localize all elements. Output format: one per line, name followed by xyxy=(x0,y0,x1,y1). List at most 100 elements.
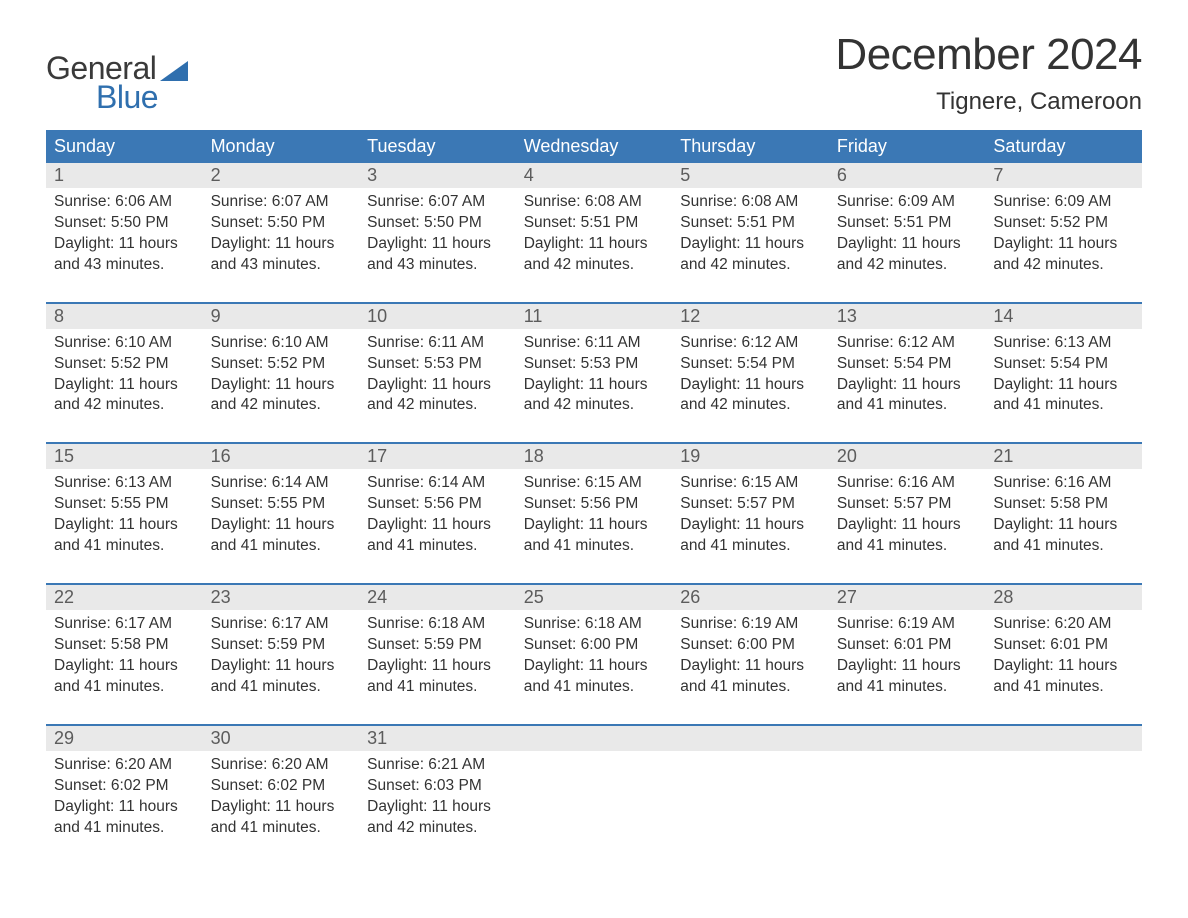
day-cell xyxy=(829,751,986,849)
sunrise-line: Sunrise: 6:10 AM xyxy=(54,333,195,354)
day-number: 4 xyxy=(516,163,673,188)
day-cell: Sunrise: 6:13 AMSunset: 5:55 PMDaylight:… xyxy=(46,469,203,567)
sunset-line: Sunset: 6:01 PM xyxy=(837,635,978,656)
daylight-line: Daylight: 11 hours and 42 minutes. xyxy=(367,375,508,417)
sunset-line: Sunset: 5:52 PM xyxy=(211,354,352,375)
sunrise-line: Sunrise: 6:14 AM xyxy=(367,473,508,494)
brand-word-2: Blue xyxy=(96,79,158,116)
sunrise-line: Sunrise: 6:18 AM xyxy=(367,614,508,635)
daylight-line: Daylight: 11 hours and 42 minutes. xyxy=(54,375,195,417)
sunrise-line: Sunrise: 6:09 AM xyxy=(837,192,978,213)
day-number: 24 xyxy=(359,585,516,610)
daylight-line: Daylight: 11 hours and 41 minutes. xyxy=(993,375,1134,417)
sunset-line: Sunset: 5:53 PM xyxy=(524,354,665,375)
day-number: 28 xyxy=(985,585,1142,610)
day-number: 11 xyxy=(516,304,673,329)
day-cell xyxy=(516,751,673,849)
calendar-week: 15161718192021Sunrise: 6:13 AMSunset: 5:… xyxy=(46,442,1142,567)
day-number: 31 xyxy=(359,726,516,751)
sunset-line: Sunset: 6:03 PM xyxy=(367,776,508,797)
day-cell: Sunrise: 6:18 AMSunset: 5:59 PMDaylight:… xyxy=(359,610,516,708)
day-cell: Sunrise: 6:12 AMSunset: 5:54 PMDaylight:… xyxy=(672,329,829,427)
sunrise-line: Sunrise: 6:19 AM xyxy=(680,614,821,635)
sunrise-line: Sunrise: 6:20 AM xyxy=(993,614,1134,635)
sunrise-line: Sunrise: 6:15 AM xyxy=(524,473,665,494)
dow-saturday: Saturday xyxy=(985,130,1142,163)
sunrise-line: Sunrise: 6:13 AM xyxy=(993,333,1134,354)
sunrise-line: Sunrise: 6:17 AM xyxy=(211,614,352,635)
day-cell: Sunrise: 6:19 AMSunset: 6:01 PMDaylight:… xyxy=(829,610,986,708)
day-cell: Sunrise: 6:14 AMSunset: 5:55 PMDaylight:… xyxy=(203,469,360,567)
month-title: December 2024 xyxy=(835,30,1142,80)
daylight-line: Daylight: 11 hours and 43 minutes. xyxy=(367,234,508,276)
sunrise-line: Sunrise: 6:19 AM xyxy=(837,614,978,635)
daylight-line: Daylight: 11 hours and 42 minutes. xyxy=(680,375,821,417)
daylight-line: Daylight: 11 hours and 41 minutes. xyxy=(54,656,195,698)
daylight-line: Daylight: 11 hours and 41 minutes. xyxy=(211,515,352,557)
sunrise-line: Sunrise: 6:12 AM xyxy=(837,333,978,354)
sunset-line: Sunset: 5:59 PM xyxy=(367,635,508,656)
location: Tignere, Cameroon xyxy=(835,88,1142,116)
daynum-row: 15161718192021 xyxy=(46,444,1142,469)
day-cell: Sunrise: 6:07 AMSunset: 5:50 PMDaylight:… xyxy=(203,188,360,286)
day-number xyxy=(829,726,986,751)
dow-friday: Friday xyxy=(829,130,986,163)
sunset-line: Sunset: 5:51 PM xyxy=(837,213,978,234)
daylight-line: Daylight: 11 hours and 42 minutes. xyxy=(837,234,978,276)
sunrise-line: Sunrise: 6:07 AM xyxy=(367,192,508,213)
sunset-line: Sunset: 5:53 PM xyxy=(367,354,508,375)
day-number: 25 xyxy=(516,585,673,610)
daynum-row: 891011121314 xyxy=(46,304,1142,329)
sunrise-line: Sunrise: 6:09 AM xyxy=(993,192,1134,213)
sunrise-line: Sunrise: 6:18 AM xyxy=(524,614,665,635)
daynum-row: 1234567 xyxy=(46,163,1142,188)
day-number xyxy=(672,726,829,751)
daynum-row: 22232425262728 xyxy=(46,585,1142,610)
sunrise-line: Sunrise: 6:06 AM xyxy=(54,192,195,213)
sunrise-line: Sunrise: 6:13 AM xyxy=(54,473,195,494)
day-number xyxy=(985,726,1142,751)
sunrise-line: Sunrise: 6:20 AM xyxy=(211,755,352,776)
day-cell: Sunrise: 6:20 AMSunset: 6:02 PMDaylight:… xyxy=(203,751,360,849)
dow-sunday: Sunday xyxy=(46,130,203,163)
daylight-line: Daylight: 11 hours and 41 minutes. xyxy=(54,797,195,839)
sunset-line: Sunset: 5:55 PM xyxy=(211,494,352,515)
day-number: 8 xyxy=(46,304,203,329)
day-cell xyxy=(985,751,1142,849)
day-cell: Sunrise: 6:16 AMSunset: 5:57 PMDaylight:… xyxy=(829,469,986,567)
daylight-line: Daylight: 11 hours and 42 minutes. xyxy=(524,375,665,417)
daylight-line: Daylight: 11 hours and 43 minutes. xyxy=(211,234,352,276)
day-cell: Sunrise: 6:12 AMSunset: 5:54 PMDaylight:… xyxy=(829,329,986,427)
calendar-week: 22232425262728Sunrise: 6:17 AMSunset: 5:… xyxy=(46,583,1142,708)
daylight-line: Daylight: 11 hours and 42 minutes. xyxy=(524,234,665,276)
day-number: 23 xyxy=(203,585,360,610)
day-cell: Sunrise: 6:14 AMSunset: 5:56 PMDaylight:… xyxy=(359,469,516,567)
day-cell: Sunrise: 6:08 AMSunset: 5:51 PMDaylight:… xyxy=(516,188,673,286)
day-number: 10 xyxy=(359,304,516,329)
sunset-line: Sunset: 5:52 PM xyxy=(993,213,1134,234)
sunset-line: Sunset: 5:54 PM xyxy=(837,354,978,375)
day-number: 14 xyxy=(985,304,1142,329)
sunrise-line: Sunrise: 6:16 AM xyxy=(993,473,1134,494)
sunset-line: Sunset: 5:56 PM xyxy=(524,494,665,515)
day-cell: Sunrise: 6:15 AMSunset: 5:57 PMDaylight:… xyxy=(672,469,829,567)
day-number: 13 xyxy=(829,304,986,329)
day-number: 27 xyxy=(829,585,986,610)
sunset-line: Sunset: 5:50 PM xyxy=(54,213,195,234)
day-number: 7 xyxy=(985,163,1142,188)
daylight-line: Daylight: 11 hours and 41 minutes. xyxy=(54,515,195,557)
daylight-line: Daylight: 11 hours and 42 minutes. xyxy=(993,234,1134,276)
sunset-line: Sunset: 6:00 PM xyxy=(680,635,821,656)
day-number: 20 xyxy=(829,444,986,469)
daylight-line: Daylight: 11 hours and 43 minutes. xyxy=(54,234,195,276)
day-number: 30 xyxy=(203,726,360,751)
day-number: 21 xyxy=(985,444,1142,469)
sunset-line: Sunset: 6:02 PM xyxy=(211,776,352,797)
day-cell: Sunrise: 6:17 AMSunset: 5:58 PMDaylight:… xyxy=(46,610,203,708)
day-cell: Sunrise: 6:19 AMSunset: 6:00 PMDaylight:… xyxy=(672,610,829,708)
sunset-line: Sunset: 5:50 PM xyxy=(211,213,352,234)
sunrise-line: Sunrise: 6:12 AM xyxy=(680,333,821,354)
sunset-line: Sunset: 5:56 PM xyxy=(367,494,508,515)
daylight-line: Daylight: 11 hours and 41 minutes. xyxy=(680,515,821,557)
day-number: 16 xyxy=(203,444,360,469)
